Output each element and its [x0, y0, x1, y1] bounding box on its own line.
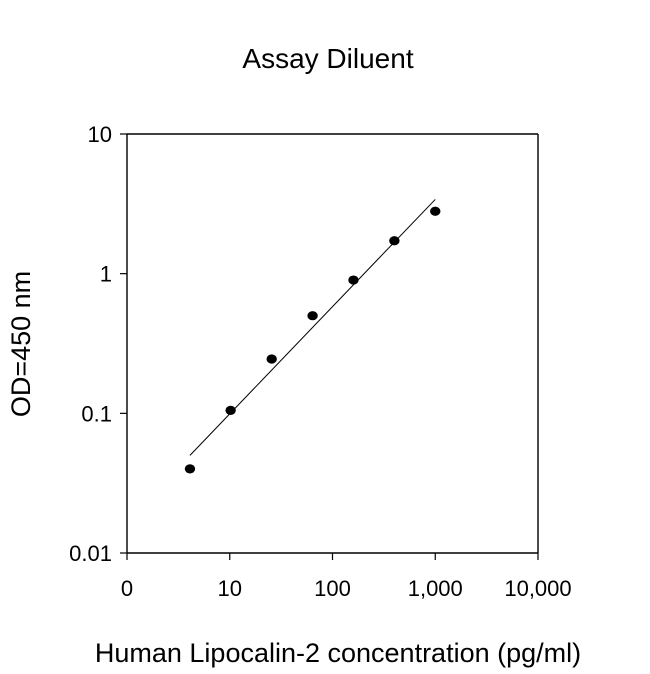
- data-points: [184, 206, 441, 474]
- data-point: [307, 311, 318, 321]
- data-point: [225, 405, 236, 415]
- data-point: [184, 464, 196, 474]
- data-point: [389, 236, 400, 246]
- y-tick-label: 0.01: [69, 541, 112, 566]
- y-axis-label: OD=450 nm: [6, 271, 36, 417]
- data-point: [430, 206, 441, 216]
- fit-line: [189, 199, 436, 456]
- fit-layer: [189, 199, 436, 456]
- data-point: [266, 354, 277, 364]
- x-tick-label: 10,000: [504, 576, 571, 601]
- x-axis-label: Human Lipocalin-2 concentration (pg/ml): [95, 638, 581, 668]
- y-tick-label: 10: [88, 122, 112, 147]
- x-tick-label: 10: [218, 576, 242, 601]
- y-tick-label: 1: [100, 262, 112, 287]
- plot-frame: [126, 133, 539, 554]
- x-axis-ticks: 0 10 100 1,000 10,000: [121, 553, 572, 601]
- data-point: [348, 275, 359, 285]
- y-axis-ticks: 0.01 0.1 1 10: [69, 122, 127, 566]
- chart-title: Assay Diluent: [242, 43, 413, 74]
- x-tick-label: 1,000: [408, 576, 463, 601]
- x-tick-label: 0: [121, 576, 133, 601]
- y-tick-label: 0.1: [81, 401, 112, 426]
- x-tick-label: 100: [314, 576, 351, 601]
